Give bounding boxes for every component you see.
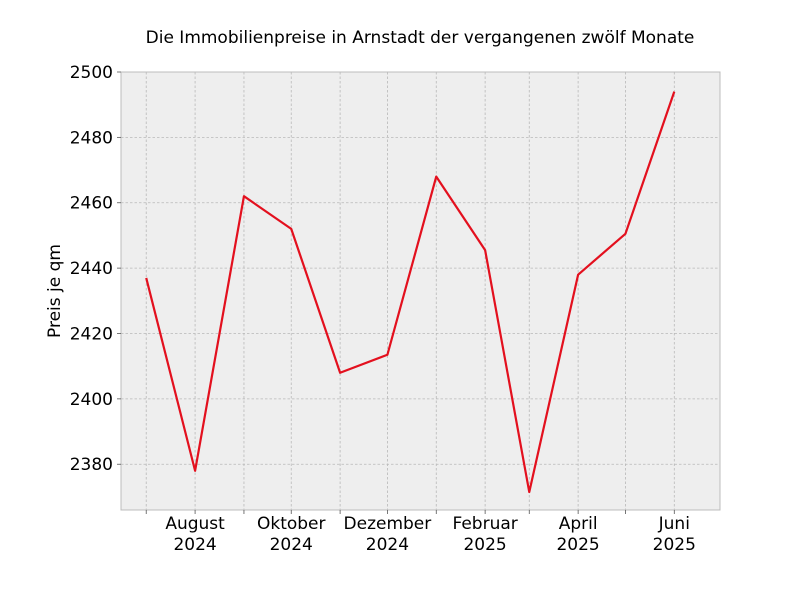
y-axis-label: Preis je qm (45, 244, 65, 338)
plot-frame (120, 71, 721, 511)
grid-lines (121, 71, 720, 510)
plot-border (120, 71, 721, 511)
x-tick-label: Februar 2025 (452, 514, 517, 555)
y-tick-label: 2460 (70, 194, 113, 214)
x-tick-label: August 2024 (165, 514, 225, 555)
x-tick-label: Dezember 2024 (344, 514, 432, 555)
y-tick-label: 2500 (70, 63, 113, 83)
y-tick-label: 2400 (70, 390, 113, 410)
y-tick-label: 2420 (70, 324, 113, 344)
x-tick-label: April 2025 (556, 514, 599, 555)
y-tick-label: 2380 (70, 455, 113, 475)
series-line (145, 91, 676, 494)
x-axis: August 2024 Oktober 2024 Dezember 2024 Februar… (145, 510, 696, 555)
y-axis: 2380 2400 2420 2440 2460 2480 2500 (70, 63, 121, 475)
x-tick-label: Oktober 2024 (257, 514, 326, 555)
y-tick-label: 2480 (70, 128, 113, 148)
x-tick-label: Juni 2025 (653, 514, 696, 555)
y-tick-label: 2440 (70, 259, 113, 279)
plot-background (121, 72, 720, 510)
chart-title: Die Immobilienpreise in Arnstadt der ver… (146, 28, 695, 48)
